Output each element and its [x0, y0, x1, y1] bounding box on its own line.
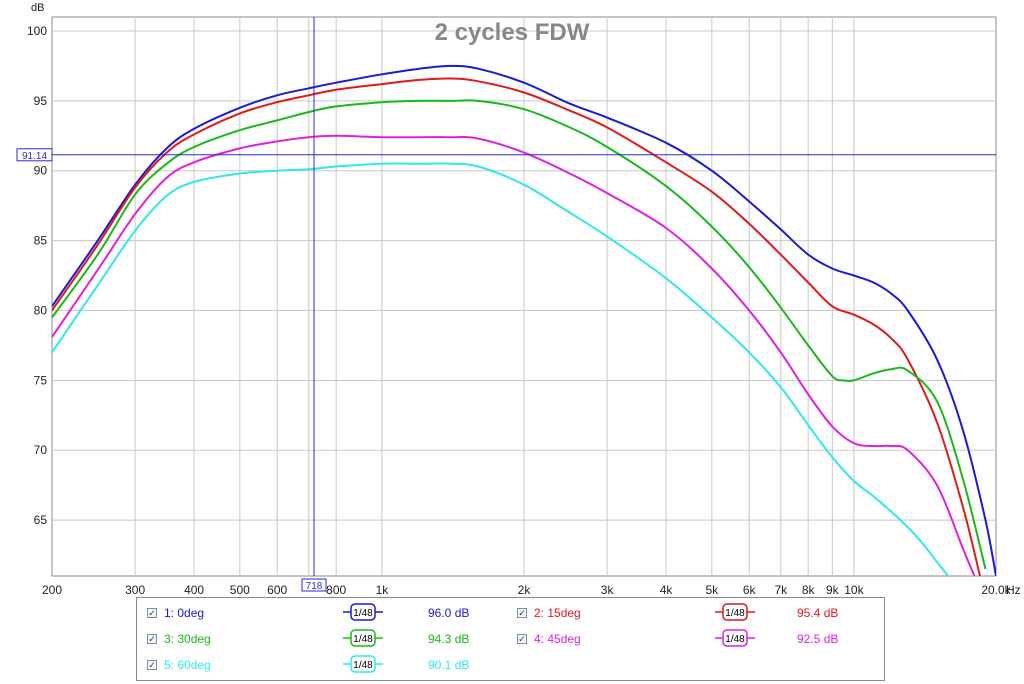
cursor-x-readout: 718	[306, 581, 323, 592]
series-line-5	[52, 162, 950, 576]
y-tick-label: 80	[34, 303, 48, 317]
series-line-3	[52, 99, 987, 570]
y-tick-label: 95	[34, 94, 48, 108]
y-tick-label: 70	[34, 443, 48, 457]
series-line-4	[52, 134, 976, 576]
series-4-checkbox[interactable]: ✓	[517, 634, 527, 644]
series-3-value: 94.3 dB	[428, 632, 470, 646]
series-2-checkbox[interactable]: ✓	[517, 608, 527, 618]
series-3-checkbox[interactable]: ✓	[147, 634, 157, 644]
x-tick-label: 5k	[705, 583, 719, 597]
svg-text:1/48: 1/48	[725, 634, 745, 645]
x-tick-label: 6k	[743, 583, 757, 597]
x-tick-label: 800	[326, 583, 346, 597]
y-tick-label: 100	[27, 24, 47, 38]
frequency-response-chart: 91.14 718 200 300 400 500 600 800 1k 2k 3k 4k 5k 6k 7…	[16, 2, 1021, 597]
svg-text:1/48: 1/48	[353, 608, 373, 619]
x-tick-labels: 200 300 400 500 600 800 1k 2k 3k 4k 5k 6k 7k 8k 9k 10k 2…	[42, 583, 1012, 597]
series-5-value: 90.1 dB	[428, 658, 470, 672]
series-4-name: 4: 45deg	[534, 632, 581, 646]
x-tick-label: 600	[267, 583, 287, 597]
series-line-2	[52, 77, 981, 576]
cursor-x-readout-box	[301, 578, 327, 592]
series-line-1	[52, 64, 996, 576]
series-3-smoothing-icon[interactable]: 1/48	[343, 629, 383, 647]
chart-title: 2 cycles FDW	[435, 19, 590, 46]
x-tick-label: 20.0k	[981, 583, 1011, 597]
svg-text:1/48: 1/48	[725, 608, 745, 619]
y-axis-unit-label: dB	[31, 2, 44, 14]
series-2-smoothing-icon[interactable]: 1/48	[715, 603, 755, 621]
svg-text:1/48: 1/48	[353, 660, 373, 671]
y-tick-label: 90	[34, 164, 48, 178]
x-tick-label: 10k	[844, 583, 864, 597]
cursor-y-readout-box	[16, 148, 53, 162]
x-tick-label: 1k	[376, 583, 390, 597]
x-tick-label: 2k	[518, 583, 532, 597]
cursor: 91.14 718	[16, 17, 996, 592]
series-2-name: 2: 15deg	[534, 606, 581, 620]
series-lines	[52, 64, 996, 576]
series-5-checkbox[interactable]: ✓	[147, 660, 157, 670]
series-2-value: 95.4 dB	[797, 606, 839, 620]
series-5-smoothing-icon[interactable]: 1/48	[343, 655, 383, 673]
x-tick-label: 8k	[802, 583, 816, 597]
series-1-value: 96.0 dB	[428, 606, 470, 620]
vertical-gridlines	[134, 17, 855, 576]
x-tick-label: 400	[184, 583, 204, 597]
cursor-y-readout: 91.14	[22, 151, 47, 162]
legend-panel: ✓ 1: 0deg 1/48 96.0 dB ✓ 2: 15deg 1/48 9…	[136, 597, 885, 681]
x-axis-unit-label: Hz	[1006, 583, 1021, 597]
y-tick-labels: 65 70 75 80 85 90 95 100	[27, 24, 47, 527]
x-tick-label: 7k	[774, 583, 788, 597]
series-1-checkbox[interactable]: ✓	[147, 608, 157, 618]
x-tick-label: 4k	[660, 583, 674, 597]
series-5-name: 5: 60deg	[164, 658, 211, 672]
series-4-smoothing-icon[interactable]: 1/48	[715, 629, 755, 647]
y-tick-label: 85	[34, 234, 48, 248]
x-tick-label: 9k	[826, 583, 840, 597]
legend-item-2: ✓ 3: 30deg 1/48 94.3 dB ✓ 4: 45deg 1/48 …	[137, 629, 882, 651]
legend-item-1: ✓ 1: 0deg 1/48 96.0 dB ✓ 2: 15deg 1/48 9…	[137, 603, 882, 625]
y-tick-label: 75	[34, 373, 48, 387]
x-tick-label: 300	[125, 583, 145, 597]
series-1-name: 1: 0deg	[164, 606, 205, 620]
svg-text:1/48: 1/48	[353, 634, 373, 645]
y-tick-label: 65	[34, 513, 48, 527]
legend-item-3: ✓ 5: 60deg 1/48 90.1 dB	[137, 655, 882, 677]
series-3-name: 3: 30deg	[164, 632, 211, 646]
x-tick-label: 200	[42, 583, 62, 597]
x-tick-label: 3k	[601, 583, 615, 597]
series-1-smoothing-icon[interactable]: 1/48	[343, 603, 383, 621]
series-4-value: 92.5 dB	[797, 632, 839, 646]
x-tick-label: 500	[230, 583, 250, 597]
